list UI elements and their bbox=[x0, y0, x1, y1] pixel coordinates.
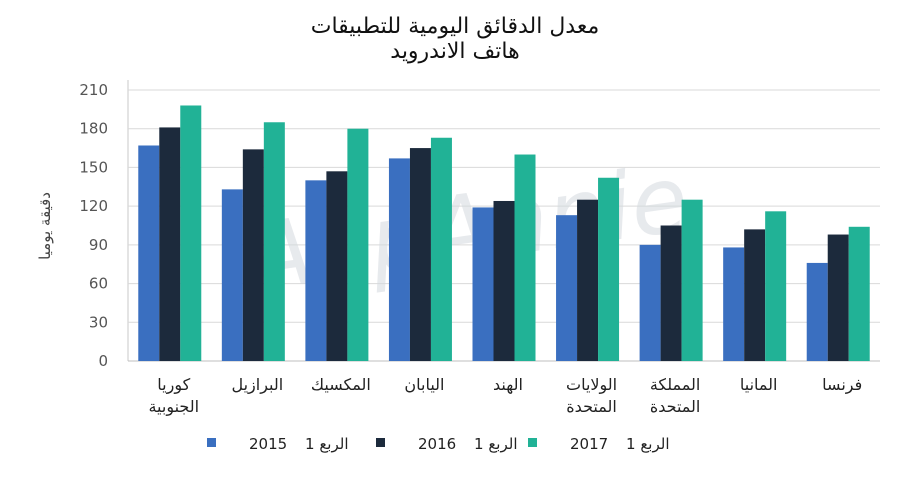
category-label: المملكة bbox=[650, 375, 701, 394]
bar bbox=[723, 247, 745, 361]
y-tick-label: 150 bbox=[79, 158, 108, 176]
bar bbox=[681, 199, 703, 361]
bar bbox=[765, 211, 787, 361]
bar bbox=[409, 148, 431, 361]
bar bbox=[556, 215, 578, 361]
bar bbox=[827, 234, 849, 361]
bars bbox=[138, 105, 870, 361]
chart-title-line: هاتف الاندرويد bbox=[390, 39, 519, 64]
bar bbox=[598, 177, 620, 361]
bar bbox=[263, 122, 285, 361]
bar bbox=[326, 171, 348, 361]
chart-title-line: معدل الدقائق اليومية للتطبيقات bbox=[311, 14, 600, 39]
bar bbox=[493, 200, 515, 361]
y-axis-title: دقيقة يوميا bbox=[36, 192, 54, 260]
bar bbox=[430, 137, 452, 361]
legend-year: 2015 bbox=[249, 435, 287, 453]
legend-swatch bbox=[207, 438, 216, 447]
bar bbox=[180, 105, 202, 361]
category-label: الهند bbox=[493, 375, 523, 395]
legend-year: 2017 bbox=[570, 435, 608, 453]
bar bbox=[744, 229, 766, 361]
category-label: المتحدة bbox=[566, 397, 617, 416]
y-tick-label: 60 bbox=[89, 275, 108, 293]
legend-label: الربع 1 bbox=[626, 435, 670, 453]
bar bbox=[242, 149, 264, 361]
category-label: كوريا bbox=[157, 375, 190, 395]
y-tick-label: 0 bbox=[98, 352, 108, 370]
category-label: فرنسا bbox=[822, 375, 862, 395]
bar bbox=[221, 189, 243, 361]
category-label: المتحدة bbox=[650, 397, 701, 416]
category-label: اليابان bbox=[404, 375, 444, 394]
category-label: البرازيل bbox=[231, 375, 283, 395]
bar bbox=[660, 225, 682, 361]
y-tick-label: 180 bbox=[79, 120, 108, 138]
bar bbox=[138, 145, 160, 361]
y-tick-label: 90 bbox=[89, 236, 108, 254]
legend-label: الربع 1 bbox=[305, 435, 349, 453]
bar bbox=[848, 226, 870, 361]
y-axis-label: دقيقة يوميا bbox=[36, 192, 54, 260]
category-label: الولايات bbox=[566, 375, 617, 395]
y-tick-label: 210 bbox=[79, 81, 108, 99]
y-tick-label: 120 bbox=[79, 197, 108, 215]
category-label: الجنوبية bbox=[148, 397, 199, 417]
bar bbox=[514, 154, 536, 361]
y-tick-label: 30 bbox=[89, 313, 108, 331]
bar bbox=[305, 180, 327, 361]
bar bbox=[159, 127, 181, 361]
legend: 2015 الربع 1 2016 الربع 1 2017 الربع 1 bbox=[207, 435, 670, 453]
bar bbox=[639, 244, 661, 361]
legend-year: 2016 bbox=[418, 435, 456, 453]
legend-swatch bbox=[528, 438, 537, 447]
bar bbox=[577, 199, 599, 361]
category-label: المانيا bbox=[740, 375, 778, 394]
bar bbox=[806, 262, 828, 361]
bar bbox=[388, 158, 410, 361]
bar bbox=[472, 207, 494, 361]
category-label: المكسيك bbox=[311, 375, 371, 394]
y-axis-ticks: 0 30 60 90 120 150 180 210 bbox=[79, 81, 108, 370]
bar bbox=[347, 128, 369, 361]
legend-swatch bbox=[376, 438, 385, 447]
legend-label: الربع 1 bbox=[474, 435, 518, 453]
